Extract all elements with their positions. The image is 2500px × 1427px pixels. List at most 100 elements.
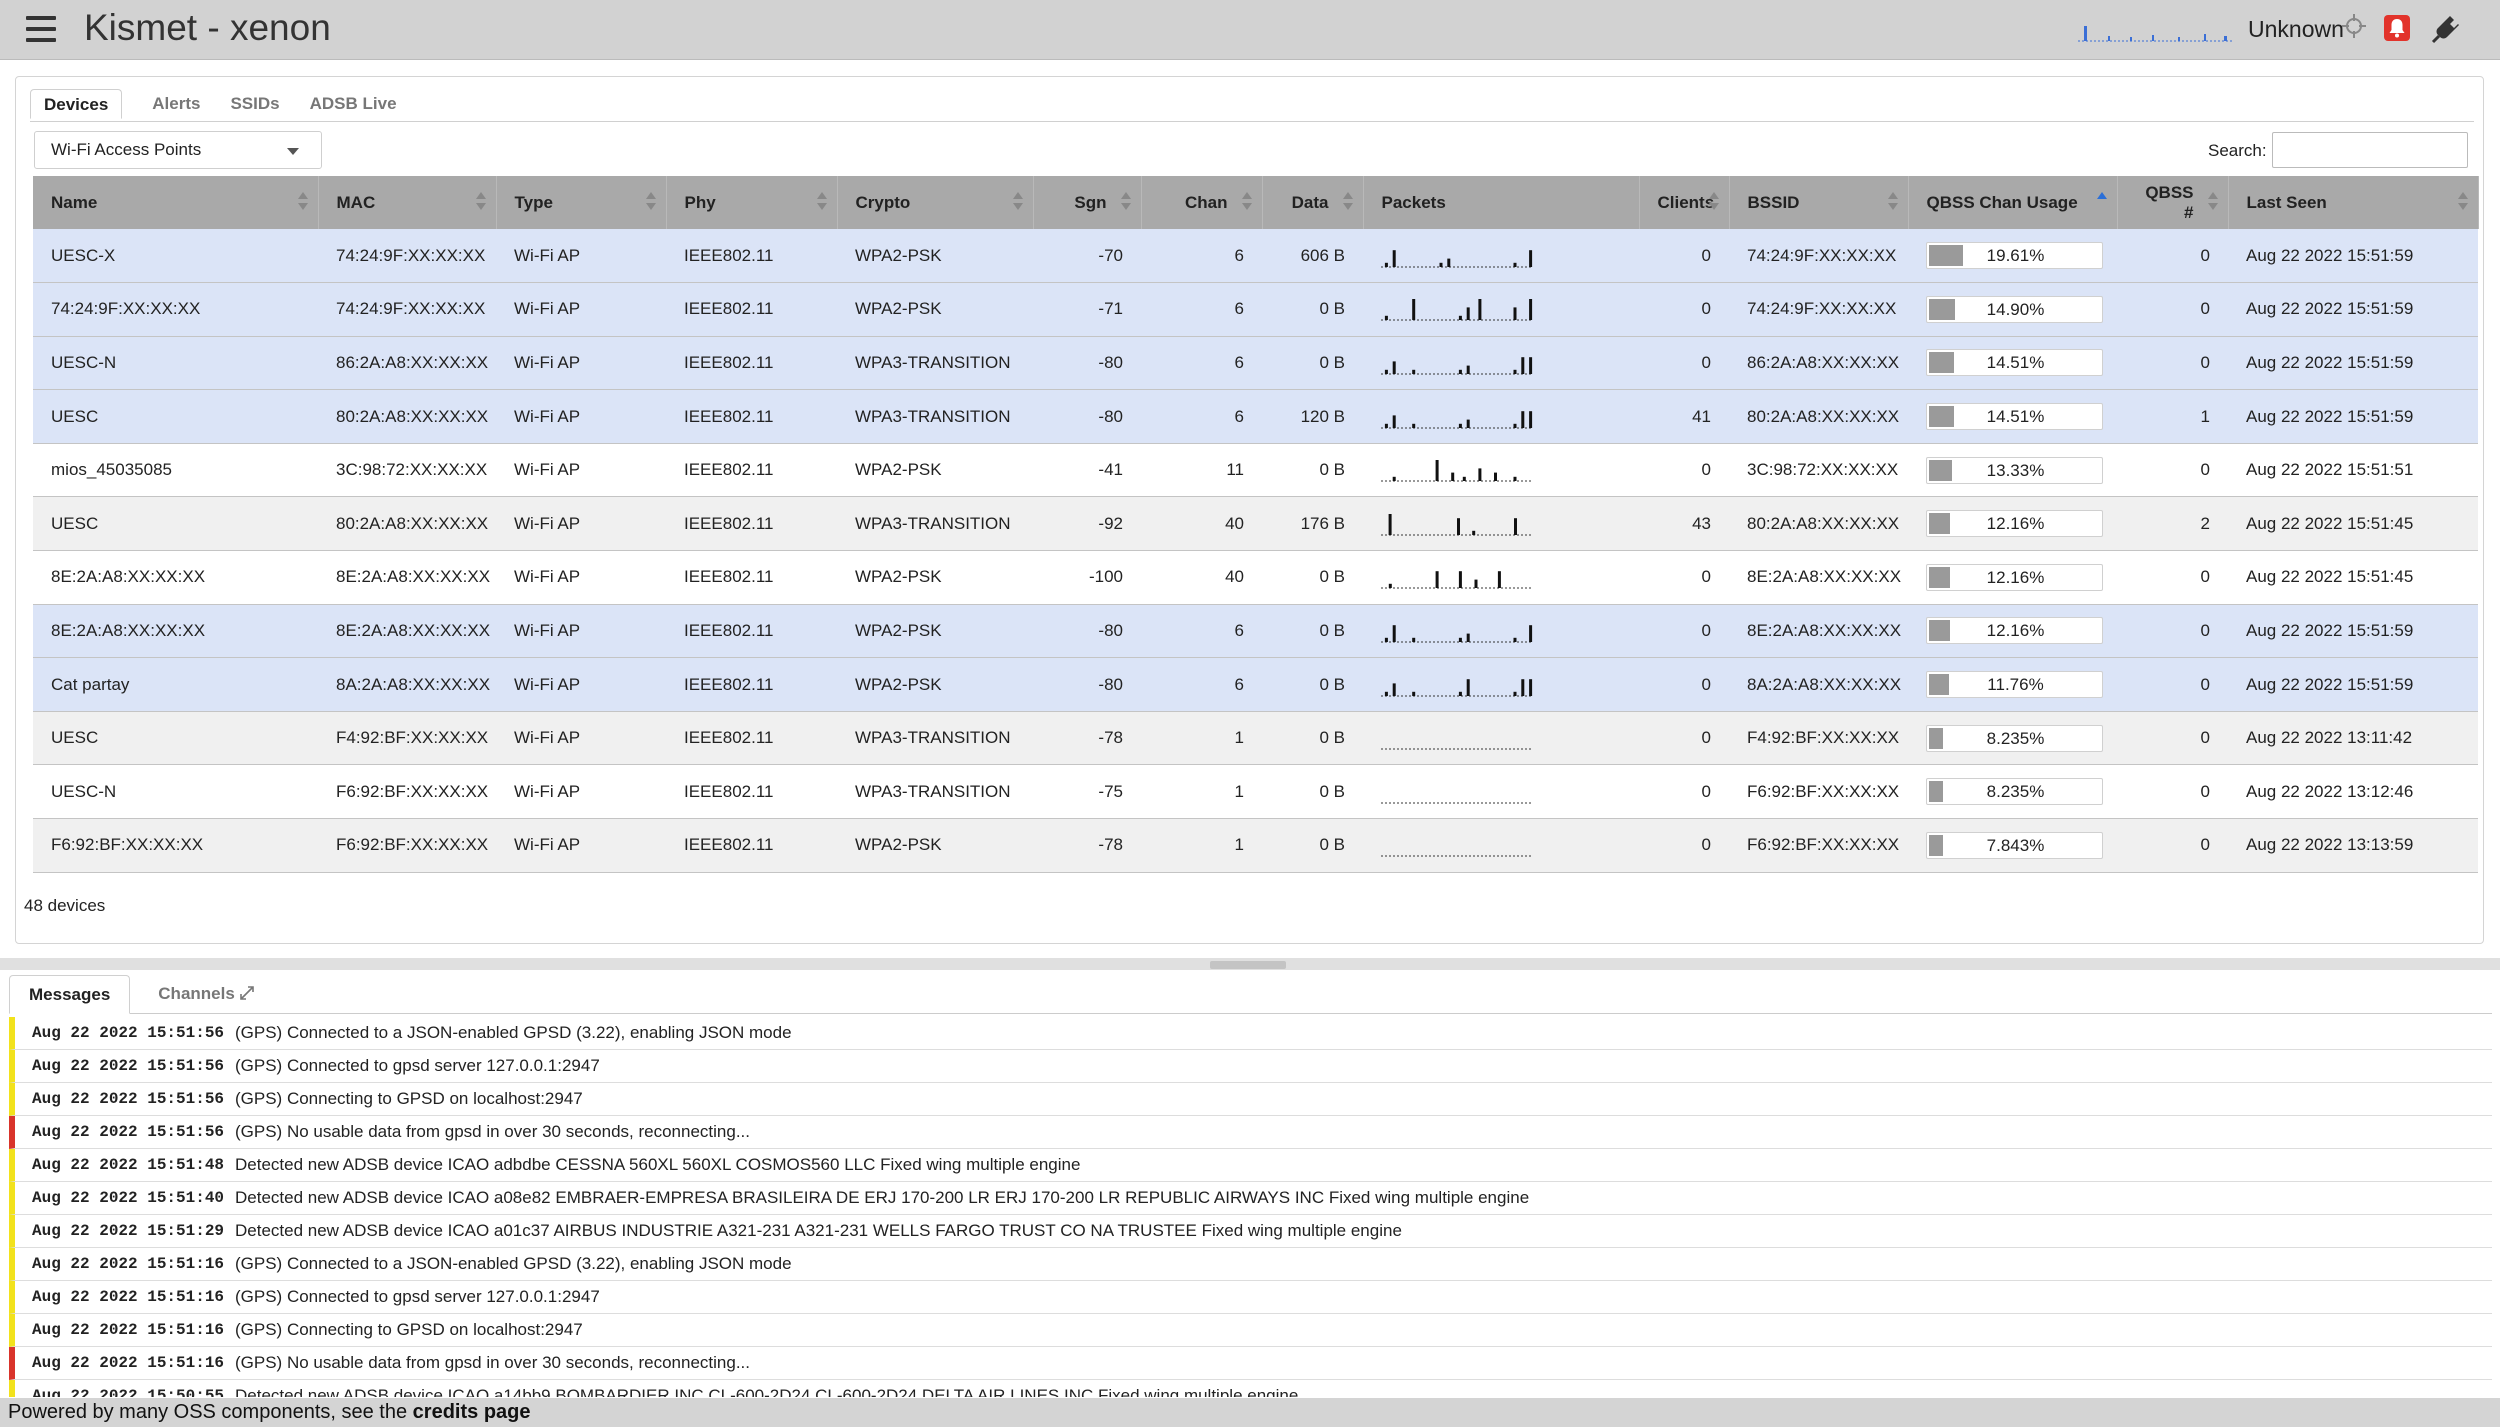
cell-last-seen: Aug 22 2022 15:51:45 (2246, 567, 2414, 587)
column-header-label: QBSS # (2145, 182, 2194, 222)
cell-type: Wi-Fi AP (514, 620, 581, 640)
column-header-data[interactable]: Data (1262, 176, 1364, 229)
cell-mac: 86:2A:A8:XX:XX:XX (336, 352, 489, 372)
gps-status-text[interactable]: Unknown (2248, 16, 2344, 42)
crosshair-gps-icon[interactable] (2341, 13, 2367, 39)
tab-devices[interactable]: Devices (30, 89, 123, 119)
table-row[interactable]: UESC-N F6:92:BF:XX:XX:XX Wi-Fi AP IEEE802.1… (33, 764, 2478, 819)
column-header-sgn[interactable]: Sgn (1033, 176, 1142, 229)
cell-packets (1363, 819, 1639, 873)
cell-mac: 80:2A:A8:XX:XX:XX (336, 406, 489, 426)
column-header-last-seen[interactable]: Last Seen (2228, 176, 2479, 229)
cell-last-seen: Aug 22 2022 15:51:59 (2246, 406, 2414, 426)
cell-phy: IEEE802.11 (684, 835, 774, 855)
column-header-clients[interactable]: Clients (1639, 176, 1730, 229)
cell-type: Wi-Fi AP (514, 674, 581, 694)
packet-bar (1466, 419, 1470, 428)
device-view-select[interactable]: Wi-Fi Access Points (34, 131, 322, 169)
cell-chan: 1 (1234, 781, 1244, 801)
cell-clients: 0 (1701, 728, 1711, 748)
message-timestamp: Aug 22 2022 15:51:56 (32, 1057, 225, 1075)
column-header-type[interactable]: Type (496, 176, 667, 229)
packet-bar (1458, 423, 1462, 428)
hamburger-menu-icon[interactable] (26, 16, 56, 42)
cell-bssid: 8A:2A:A8:XX:XX:XX (1747, 674, 1902, 694)
cell-crypto: WPA2-PSK (855, 674, 942, 694)
cell-phy: IEEE802.11 (684, 781, 774, 801)
cell-bssid: 80:2A:A8:XX:XX:XX (1747, 406, 1900, 426)
sort-icon (1708, 192, 1719, 214)
table-row[interactable]: 8E:2A:A8:XX:XX:XX 8E:2A:A8:XX:XX:XX Wi-Fi … (33, 604, 2478, 658)
packet-bar (1384, 262, 1388, 267)
qbss-usage-text: 12.16% (1986, 621, 2045, 641)
message-timestamp: Aug 22 2022 15:51:56 (32, 1024, 225, 1042)
column-header-qbss-num[interactable]: QBSS # (2117, 176, 2229, 229)
column-header-qbss-chan-usage[interactable]: QBSS Chan Usage (1908, 176, 2118, 229)
bell-alert-icon[interactable] (2384, 15, 2410, 41)
column-header-mac[interactable]: MAC (318, 176, 497, 229)
table-row[interactable]: 8E:2A:A8:XX:XX:XX 8E:2A:A8:XX:XX:XX Wi-Fi … (33, 550, 2478, 605)
cell-mac: 80:2A:A8:XX:XX:XX (336, 513, 489, 533)
cell-clients: 0 (1701, 245, 1711, 265)
cell-type: Wi-Fi AP (514, 299, 581, 319)
column-header-phy[interactable]: Phy (666, 176, 838, 229)
packet-sparkline (1381, 357, 1533, 375)
packet-bar (1384, 369, 1388, 374)
tab-channels-label: Channels (158, 984, 235, 1003)
table-row[interactable]: Cat partay 8A:2A:A8:XX:XX:XX Wi-Fi AP IEEE8… (33, 657, 2478, 712)
table-row[interactable]: UESC-X 74:24:9F:XX:XX:XX Wi-Fi AP IEEE802.1… (33, 229, 2478, 283)
table-row[interactable]: UESC 80:2A:A8:XX:XX:XX Wi-Fi AP IEEE802.11 W… (33, 496, 2478, 551)
expand-icon (239, 986, 254, 1000)
column-header-packets[interactable]: Packets (1363, 176, 1640, 229)
cell-sgn: -80 (1098, 674, 1123, 694)
cell-qbss-num: 0 (2200, 620, 2210, 640)
tab-channels[interactable]: Channels (158, 975, 254, 1014)
cell-crypto: WPA2-PSK (855, 620, 942, 640)
column-header-crypto[interactable]: Crypto (837, 176, 1034, 229)
tab-messages[interactable]: Messages (9, 975, 131, 1014)
packet-bar (1447, 258, 1451, 267)
cell-crypto: WPA3-TRANSITION (855, 513, 1011, 533)
cell-data: 606 B (1300, 245, 1345, 265)
cell-name: 8E:2A:A8:XX:XX:XX (51, 567, 206, 587)
packet-bar (1458, 691, 1462, 696)
qbss-usage-fill (1929, 245, 1963, 267)
sort-icon (645, 192, 656, 214)
cell-last-seen: Aug 22 2022 15:51:59 (2246, 674, 2414, 694)
cell-name: F6:92:BF:XX:XX:XX (51, 835, 204, 855)
table-row[interactable]: UESC F4:92:BF:XX:XX:XX Wi-Fi AP IEEE802.11 W… (33, 711, 2478, 765)
table-row[interactable]: mios_45035085 3C:98:72:XX:XX:XX Wi-Fi AP IE… (33, 443, 2478, 497)
column-header-name[interactable]: Name (33, 176, 319, 229)
message-item: Aug 22 2022 15:50:55 Detected new ADSB de… (9, 1380, 2492, 1397)
search-input[interactable] (2272, 132, 2468, 168)
sort-icon (1120, 192, 1131, 214)
cell-packets (1363, 765, 1639, 819)
column-header-bssid[interactable]: BSSID (1729, 176, 1909, 229)
cell-type: Wi-Fi AP (514, 781, 581, 801)
message-item: Aug 22 2022 15:51:56 (GPS) Connected to g… (9, 1050, 2492, 1083)
cell-qbss-num: 1 (2200, 406, 2210, 426)
packet-bar (1513, 369, 1517, 374)
column-header-chan[interactable]: Chan (1141, 176, 1263, 229)
packet-bar (1458, 637, 1462, 642)
drag-handle[interactable] (1210, 961, 1286, 969)
plug-icon[interactable] (2430, 13, 2462, 45)
table-row[interactable]: UESC 80:2A:A8:XX:XX:XX Wi-Fi AP IEEE802.11 W… (33, 389, 2478, 444)
packet-bar (1513, 262, 1517, 267)
credits-link[interactable]: credits page (412, 1401, 531, 1423)
table-row[interactable]: UESC-N 86:2A:A8:XX:XX:XX Wi-Fi AP IEEE802.1… (33, 336, 2478, 390)
column-header-label: Last Seen (2246, 192, 2327, 212)
cell-crypto: WPA2-PSK (855, 245, 942, 265)
table-row[interactable]: 74:24:9F:XX:XX:XX 74:24:9F:XX:XX:XX Wi-Fi … (33, 282, 2478, 337)
tab-alerts[interactable]: Alerts (152, 94, 201, 113)
panel-splitter[interactable] (0, 958, 2500, 970)
table-row[interactable]: F6:92:BF:XX:XX:XX F6:92:BF:XX:XX:XX Wi-Fi … (33, 818, 2478, 873)
cell-packets (1363, 551, 1639, 605)
tab-adsb-live[interactable]: ADSB Live (309, 94, 397, 113)
qbss-usage-bar: 8.235% (1926, 778, 2103, 806)
message-text: Detected new ADSB device ICAO a08e82 EMB… (235, 1188, 1530, 1207)
tab-ssids[interactable]: SSIDs (230, 94, 280, 113)
cell-bssid: 8E:2A:A8:XX:XX:XX (1747, 567, 1902, 587)
cell-packets (1363, 390, 1639, 444)
cell-phy: IEEE802.11 (684, 728, 774, 748)
